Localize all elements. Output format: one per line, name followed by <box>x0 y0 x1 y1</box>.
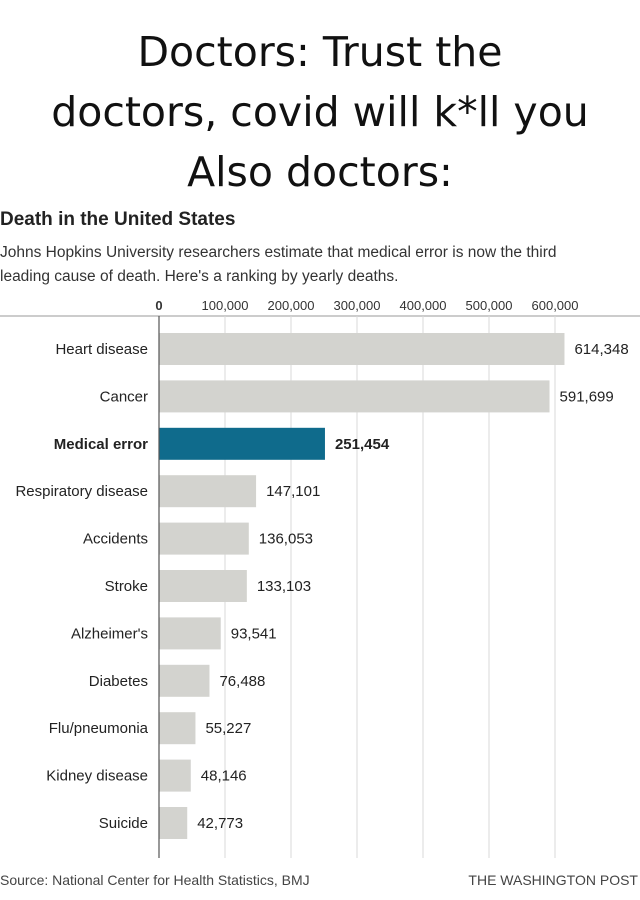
bar-heart-disease <box>159 333 565 365</box>
bar-suicide <box>159 807 188 839</box>
bar-flu-pneumonia <box>159 712 196 745</box>
category-label: Respiratory disease <box>15 483 148 500</box>
value-label: 147,101 <box>266 483 320 500</box>
value-label: 614,348 <box>574 341 628 358</box>
value-label: 55,227 <box>205 720 251 737</box>
category-label: Accidents <box>83 531 148 548</box>
category-label: Heart disease <box>55 341 148 358</box>
bar-respiratory-disease <box>159 475 257 508</box>
meme-line-3: Also doctors: <box>187 148 453 196</box>
bar-kidney-disease <box>159 759 191 792</box>
category-label: Cancer <box>100 388 148 405</box>
bar-alzheimer-s <box>159 617 221 650</box>
x-tick-label: 0 <box>155 298 162 313</box>
source-note: Source: National Center for Health Stati… <box>0 872 310 888</box>
category-label: Medical error <box>54 436 148 453</box>
bar-medical-error <box>159 427 325 460</box>
x-tick-label: 300,000 <box>334 298 381 313</box>
value-label: 76,488 <box>219 673 265 690</box>
x-tick-label: 600,000 <box>532 298 579 313</box>
value-label: 591,699 <box>560 388 614 405</box>
subtitle-line-2: leading cause of death. Here's a ranking… <box>0 268 399 285</box>
category-label: Alzheimer's <box>71 625 148 642</box>
category-label: Kidney disease <box>46 768 148 785</box>
bar-stroke <box>159 570 247 602</box>
bar-diabetes <box>159 664 210 697</box>
category-label: Suicide <box>99 815 148 832</box>
meme-line-1: Doctors: Trust the <box>137 28 503 76</box>
x-tick-label: 500,000 <box>466 298 513 313</box>
chart-subtitle: Johns Hopkins University researchers est… <box>0 241 640 289</box>
value-label: 251,454 <box>335 436 390 453</box>
category-label: Diabetes <box>89 673 148 690</box>
x-tick-label: 400,000 <box>400 298 447 313</box>
value-label: 93,541 <box>231 625 277 642</box>
chart-title: Death in the United States <box>0 209 236 230</box>
value-label: 133,103 <box>257 578 311 595</box>
value-label: 136,053 <box>259 531 313 548</box>
publisher-credit: THE WASHINGTON POST <box>468 872 638 888</box>
x-tick-label: 200,000 <box>268 298 315 313</box>
x-tick-label: 100,000 <box>202 298 249 313</box>
meme-line-2: doctors, covid will k*ll you <box>51 88 589 136</box>
bar-accidents <box>159 522 249 555</box>
value-label: 48,146 <box>201 768 247 785</box>
value-label: 42,773 <box>197 815 243 832</box>
category-label: Stroke <box>105 578 148 595</box>
bar-cancer <box>159 380 550 413</box>
subtitle-line-1: Johns Hopkins University researchers est… <box>0 244 557 261</box>
category-label: Flu/pneumonia <box>49 720 149 737</box>
